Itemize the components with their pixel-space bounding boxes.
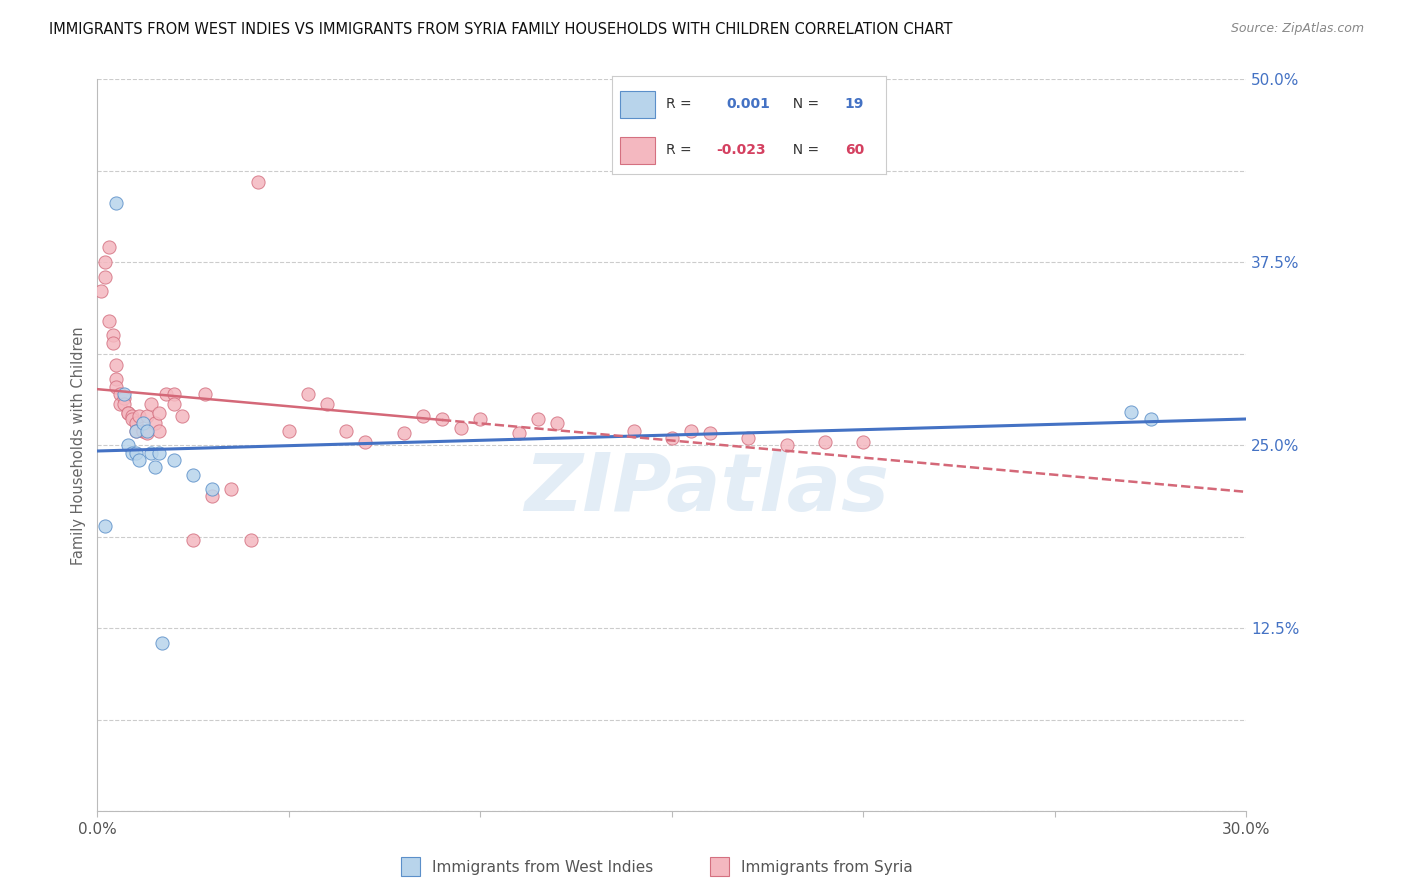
Point [94, 269, 117, 284]
Point [201, 482, 224, 496]
Point [117, 438, 139, 452]
Point [392, 426, 415, 441]
Point [852, 435, 875, 450]
Point [814, 435, 837, 450]
Point [112, 397, 135, 411]
Text: Immigrants from Syria: Immigrants from Syria [741, 861, 912, 875]
Point [124, 416, 146, 430]
Point [148, 445, 170, 459]
Point [112, 392, 135, 406]
Point [132, 424, 155, 438]
Point [163, 397, 186, 411]
Point [450, 420, 472, 434]
Point [699, 426, 721, 441]
Point [94, 255, 117, 269]
Point [112, 387, 135, 401]
Point [143, 460, 166, 475]
Point [170, 409, 193, 423]
Point [470, 412, 492, 426]
Point [101, 328, 124, 343]
Point [124, 445, 146, 459]
Point [221, 482, 243, 496]
Text: IMMIGRANTS FROM WEST INDIES VS IMMIGRANTS FROM SYRIA FAMILY HOUSEHOLDS WITH CHIL: IMMIGRANTS FROM WEST INDIES VS IMMIGRANT… [49, 22, 953, 37]
Point [94, 518, 117, 533]
Point [508, 426, 530, 441]
Text: Immigrants from West Indies: Immigrants from West Indies [432, 861, 652, 875]
Text: R =: R = [666, 144, 696, 157]
Point [117, 406, 139, 420]
Point [354, 435, 377, 450]
Text: -0.023: -0.023 [716, 144, 765, 157]
Point [247, 175, 270, 189]
Point [737, 431, 759, 445]
Point [124, 424, 146, 438]
Point [136, 426, 159, 441]
Point [139, 397, 162, 411]
Text: 0.001: 0.001 [727, 97, 770, 112]
Point [117, 406, 139, 420]
Text: ZIPatlas: ZIPatlas [524, 450, 889, 528]
Point [316, 397, 339, 411]
Point [239, 533, 262, 548]
Point [128, 409, 150, 423]
Point [121, 445, 143, 459]
Point [163, 387, 186, 401]
Point [148, 424, 170, 438]
Bar [620, 136, 655, 164]
Point [152, 636, 174, 650]
Point [1121, 404, 1143, 418]
Point [526, 412, 548, 426]
Point [136, 424, 159, 438]
Point [97, 240, 120, 254]
Point [105, 379, 128, 393]
Point [121, 412, 143, 426]
Point [105, 358, 128, 372]
Point [661, 431, 683, 445]
Point [412, 409, 434, 423]
Point [105, 372, 128, 386]
Text: 60: 60 [845, 144, 863, 157]
Point [181, 533, 204, 548]
Point [139, 445, 162, 459]
Point [136, 409, 159, 423]
Text: R =: R = [666, 97, 700, 112]
Point [148, 406, 170, 420]
Point [97, 314, 120, 328]
Point [143, 416, 166, 430]
Point [105, 196, 128, 211]
Text: N =: N = [785, 144, 828, 157]
Point [110, 397, 132, 411]
Point [110, 387, 132, 401]
Point [679, 424, 702, 438]
Point [430, 412, 453, 426]
Point [181, 467, 204, 482]
Point [277, 424, 299, 438]
Point [546, 416, 568, 430]
Point [163, 453, 186, 467]
Point [335, 424, 357, 438]
Point [623, 424, 645, 438]
Point [124, 424, 146, 438]
Text: 19: 19 [845, 97, 865, 112]
Point [1139, 412, 1161, 426]
Point [776, 438, 799, 452]
Point [132, 416, 155, 430]
Text: Source: ZipAtlas.com: Source: ZipAtlas.com [1230, 22, 1364, 36]
Point [128, 453, 150, 467]
Point [121, 409, 143, 423]
Point [132, 424, 155, 438]
Point [155, 387, 177, 401]
Point [101, 335, 124, 350]
Text: N =: N = [785, 97, 828, 112]
Point [297, 387, 319, 401]
Bar [620, 90, 655, 118]
Point [90, 285, 112, 299]
Point [194, 387, 217, 401]
Point [201, 490, 224, 504]
Y-axis label: Family Households with Children: Family Households with Children [72, 326, 86, 565]
